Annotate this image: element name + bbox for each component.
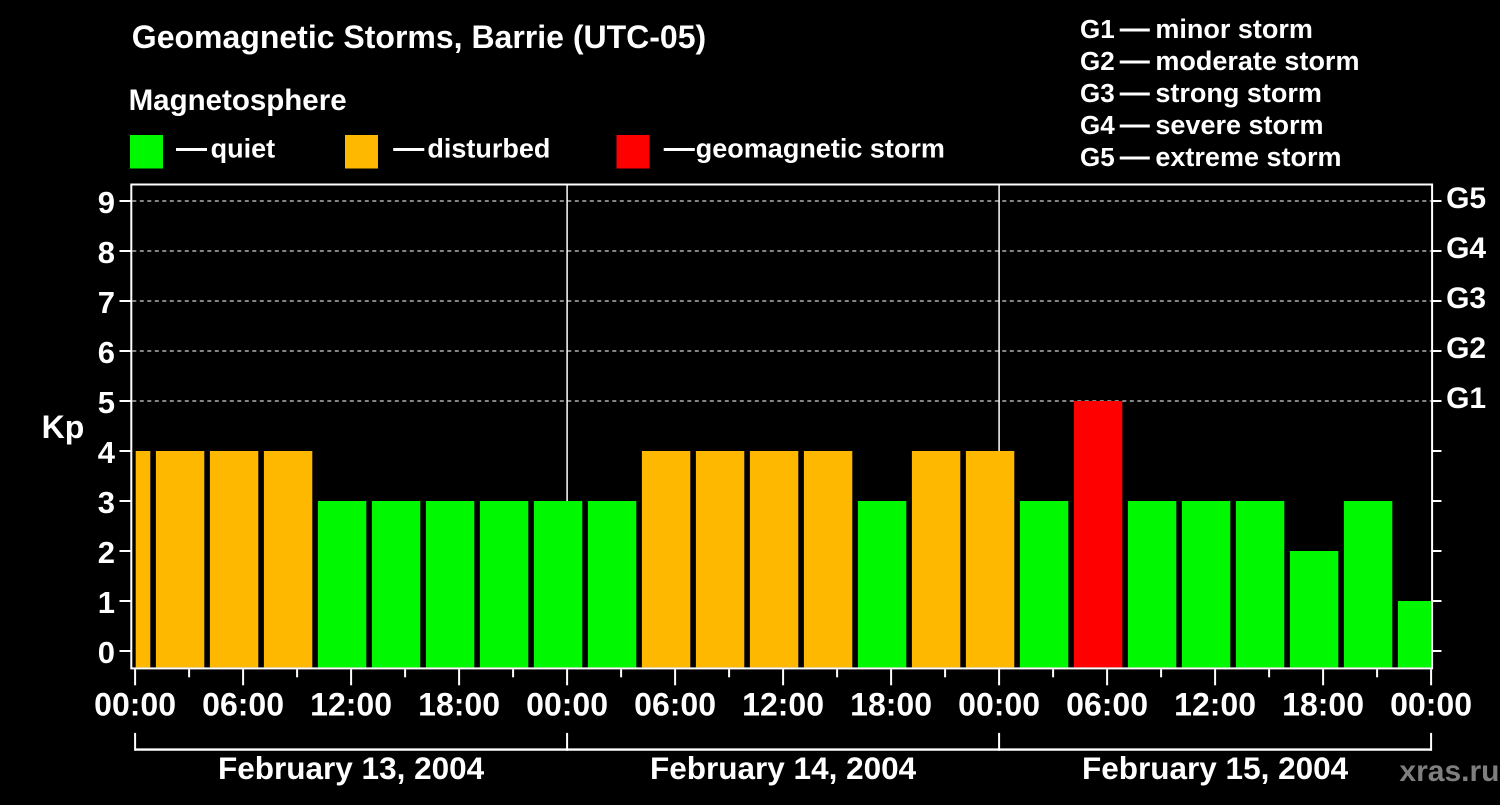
svg-text:18:00: 18:00 [1282, 687, 1364, 723]
svg-text:February 13, 2004: February 13, 2004 [218, 750, 485, 786]
svg-text:06:00: 06:00 [634, 687, 716, 723]
svg-text:2: 2 [98, 535, 115, 570]
svg-text:06:00: 06:00 [202, 687, 284, 723]
svg-text:18:00: 18:00 [850, 687, 932, 723]
svg-text:quiet: quiet [211, 134, 276, 164]
svg-text:7: 7 [98, 285, 115, 320]
svg-text:G1: G1 [1446, 382, 1486, 415]
svg-text:4: 4 [98, 435, 116, 470]
svg-text:6: 6 [98, 335, 115, 370]
svg-text:5: 5 [98, 385, 115, 420]
svg-text:geomagnetic storm: geomagnetic storm [696, 134, 945, 164]
svg-text:—: — [1120, 76, 1150, 109]
svg-text:06:00: 06:00 [1066, 687, 1148, 723]
svg-text:3: 3 [98, 485, 115, 520]
svg-text:9: 9 [98, 185, 115, 220]
svg-text:—: — [664, 130, 695, 165]
svg-text:G4: G4 [1080, 110, 1115, 140]
svg-text:G4: G4 [1446, 232, 1486, 265]
svg-text:12:00: 12:00 [1174, 687, 1256, 723]
svg-text:18:00: 18:00 [418, 687, 500, 723]
svg-text:Kp: Kp [42, 409, 85, 445]
svg-text:00:00: 00:00 [1390, 687, 1472, 723]
svg-text:—: — [1120, 108, 1150, 141]
svg-text:moderate storm: moderate storm [1155, 46, 1359, 76]
svg-text:8: 8 [98, 235, 115, 270]
svg-text:1: 1 [98, 585, 115, 620]
svg-text:0: 0 [98, 635, 115, 670]
svg-text:G3: G3 [1446, 282, 1486, 315]
svg-text:00:00: 00:00 [526, 687, 608, 723]
svg-text:12:00: 12:00 [742, 687, 824, 723]
svg-text:G5: G5 [1080, 142, 1115, 172]
svg-text:G2: G2 [1446, 332, 1486, 365]
svg-text:—: — [393, 130, 424, 165]
svg-text:G5: G5 [1446, 182, 1486, 215]
svg-text:disturbed: disturbed [427, 134, 550, 164]
svg-text:extreme storm: extreme storm [1155, 142, 1341, 172]
svg-text:xras.ru: xras.ru [1399, 755, 1499, 788]
svg-text:00:00: 00:00 [958, 687, 1040, 723]
svg-text:minor storm: minor storm [1155, 14, 1313, 44]
svg-text:Magnetosphere: Magnetosphere [129, 84, 347, 117]
svg-text:G1: G1 [1080, 14, 1115, 44]
svg-text:G2: G2 [1080, 46, 1115, 76]
svg-text:—: — [1120, 140, 1150, 173]
svg-text:12:00: 12:00 [310, 687, 392, 723]
svg-text:—: — [1120, 44, 1150, 77]
svg-text:—: — [1120, 12, 1150, 45]
svg-text:—: — [176, 130, 207, 165]
svg-text:severe storm: severe storm [1155, 110, 1323, 140]
svg-text:February 15, 2004: February 15, 2004 [1082, 750, 1349, 786]
svg-text:strong storm: strong storm [1155, 78, 1322, 108]
svg-text:00:00: 00:00 [94, 687, 176, 723]
svg-text:G3: G3 [1080, 78, 1115, 108]
svg-text:Geomagnetic Storms, Barrie (UT: Geomagnetic Storms, Barrie (UTC-05) [132, 19, 706, 55]
svg-text:February 14, 2004: February 14, 2004 [650, 750, 917, 786]
